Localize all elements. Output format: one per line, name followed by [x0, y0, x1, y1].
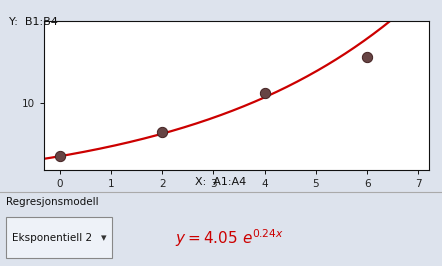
Text: $y = 4.05\ e^{0.24x}$: $y = 4.05\ e^{0.24x}$	[175, 227, 284, 248]
Text: Regresjonsmodell: Regresjonsmodell	[6, 197, 99, 207]
Point	[159, 130, 166, 134]
Text: Eksponentiell 2: Eksponentiell 2	[12, 233, 92, 243]
Point	[56, 154, 63, 158]
Text: ▾: ▾	[101, 233, 107, 243]
Point	[364, 55, 371, 60]
Text: Y:  B1:B4: Y: B1:B4	[9, 17, 58, 27]
FancyBboxPatch shape	[6, 218, 112, 258]
Point	[261, 90, 268, 95]
Text: X:  A1:A4: X: A1:A4	[195, 177, 247, 187]
